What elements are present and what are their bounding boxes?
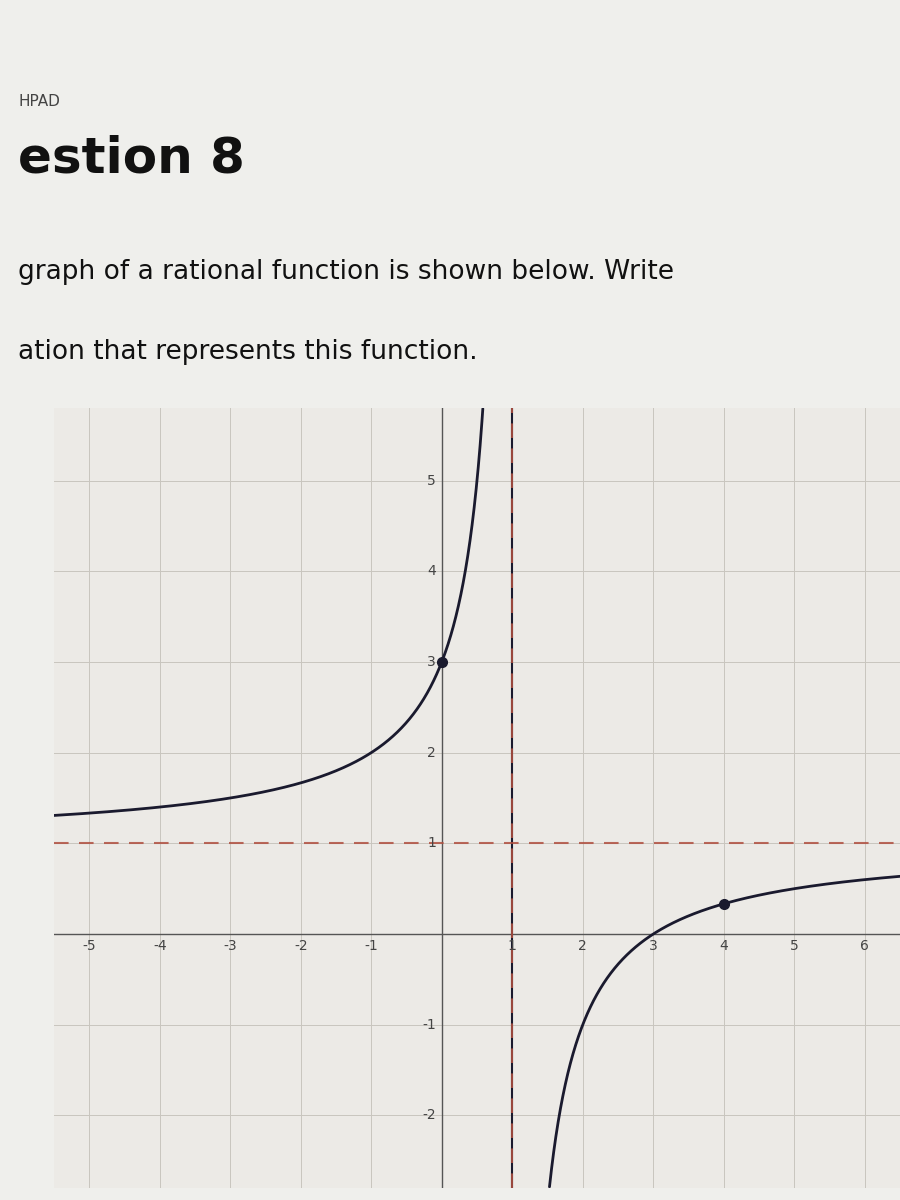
Text: 5: 5 [790, 938, 798, 953]
Text: -4: -4 [153, 938, 166, 953]
Text: -1: -1 [364, 938, 378, 953]
Text: 3: 3 [428, 655, 436, 668]
Text: 4: 4 [428, 564, 436, 578]
Text: -5: -5 [83, 938, 96, 953]
Text: 1: 1 [428, 836, 436, 851]
Text: -2: -2 [422, 1109, 436, 1122]
Text: -3: -3 [223, 938, 237, 953]
Text: 1: 1 [508, 938, 517, 953]
Text: 3: 3 [649, 938, 658, 953]
Text: 2: 2 [428, 745, 436, 760]
Text: estion 8: estion 8 [18, 134, 245, 182]
Text: 2: 2 [579, 938, 587, 953]
Text: HPAD: HPAD [18, 94, 60, 109]
Text: -1: -1 [422, 1018, 436, 1032]
Text: ation that represents this function.: ation that represents this function. [18, 340, 478, 365]
Text: 5: 5 [428, 474, 436, 487]
Text: 4: 4 [719, 938, 728, 953]
Text: graph of a rational function is shown below. Write: graph of a rational function is shown be… [18, 259, 674, 284]
Text: 6: 6 [860, 938, 869, 953]
Text: -2: -2 [294, 938, 308, 953]
